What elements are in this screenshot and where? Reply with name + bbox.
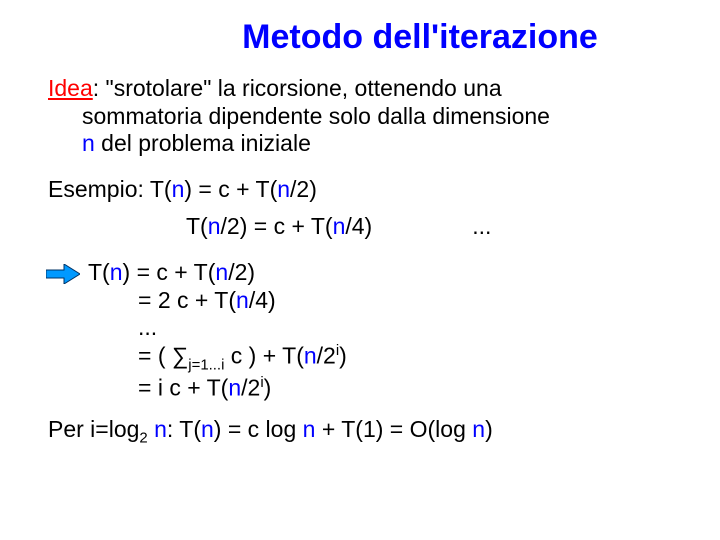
d2-pre: = 2 c + T( [138,287,236,313]
slide-content: Idea: "srotolare" la ricorsione, ottenen… [0,57,720,448]
ex-var2: n [277,176,290,202]
d1-v1: n [110,259,123,285]
idea-paragraph: Idea: "srotolare" la ricorsione, ottenen… [48,75,672,158]
f-v3: n [303,416,316,442]
d5-v: n [228,375,241,401]
deriv-l3: ... [88,314,672,342]
f-sub1: 2 [139,430,147,447]
f-mid3: ) = c log [214,416,303,442]
d1-v2: n [215,259,228,285]
d4-sub: j=1...i [188,356,224,373]
d2-end: /4) [249,287,276,313]
ex-var1: n [172,176,185,202]
idea-var-n: n [82,130,95,156]
d4-pre: = ( ∑ [138,342,188,368]
d1-pre: T( [88,259,110,285]
f-v2: n [201,416,214,442]
sec-end: /4) [345,213,372,239]
ex-pre: Esempio: T( [48,176,172,202]
d4-mid2: /2 [317,342,336,368]
d4-v: n [304,342,317,368]
f-mid2: : T( [167,416,201,442]
d2-v: n [236,287,249,313]
idea-text-2: sommatoria dipendente solo dalla dimensi… [48,103,672,131]
f-v4: n [472,416,485,442]
d4-mid: c ) + T( [224,342,303,368]
deriv-l5: = i c + T(n/2i) [88,374,672,402]
final-line: Per i=log2 n: T(n) = c log n + T(1) = O(… [48,416,672,448]
deriv-l2: = 2 c + T(n/4) [88,287,672,315]
idea-text-3: n del problema iniziale [48,130,672,158]
second-equation: T(n/2) = c + T(n/4)... [48,213,672,241]
d5-mid: /2 [241,375,260,401]
derivation-block: T(n) = c + T(n/2) = 2 c + T(n/4) ... = (… [48,259,672,402]
f-mid4: + T(1) = O(log [315,416,472,442]
idea-text-3-post: del problema iniziale [95,130,311,156]
f-pre: Per i=log [48,416,139,442]
d1-end: /2) [228,259,255,285]
sec-v2: n [333,213,346,239]
deriv-l1: T(n) = c + T(n/2) [88,259,672,287]
sec-v1: n [208,213,221,239]
d5-pre: = i c + T( [138,375,228,401]
idea-text-1: : "srotolare" la ricorsione, ottenendo u… [93,75,502,101]
sec-pre: T( [186,213,208,239]
d1-mid: ) = c + T( [123,259,216,285]
f-end: ) [485,416,493,442]
dots: ... [472,213,491,241]
f-v1: n [154,416,167,442]
example-line: Esempio: T(n) = c + T(n/2) [48,176,672,204]
d5-end: ) [264,375,272,401]
deriv-l4: = ( ∑j=1...i c ) + T(n/2i) [88,342,672,374]
sec-mid1: /2) = c + T( [221,213,333,239]
slide-title: Metodo dell'iterazione [0,0,720,57]
ex-mid1: ) = c + T( [184,176,277,202]
ex-end: /2) [290,176,317,202]
arrow-icon [46,263,80,283]
d4-end: ) [339,342,347,368]
idea-label: Idea [48,75,93,101]
